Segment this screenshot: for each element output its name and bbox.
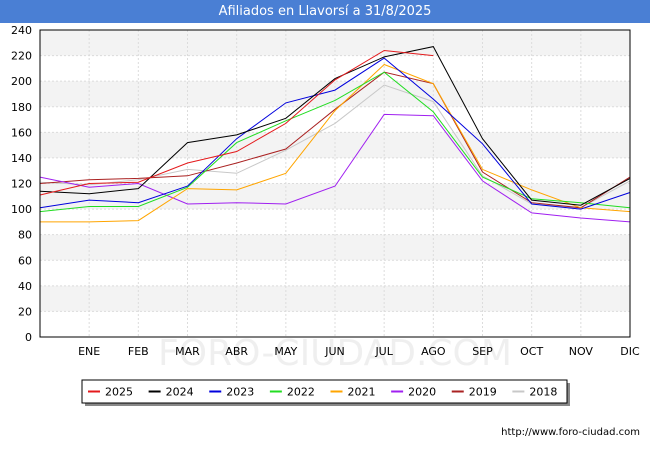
x-tick-label: SEP (472, 345, 493, 358)
x-tick-label: JUL (374, 345, 393, 358)
x-tick-label: DIC (620, 345, 640, 358)
x-tick-label: OCT (520, 345, 543, 358)
legend-label-2022: 2022 (287, 386, 315, 399)
y-tick-label: 100 (11, 203, 32, 216)
x-tick-label: MAY (274, 345, 297, 358)
legend-label-2023: 2023 (226, 386, 254, 399)
series-line-2023 (39, 57, 631, 210)
legend-label-2025: 2025 (105, 386, 133, 399)
legend-label-2019: 2019 (469, 386, 497, 399)
y-tick-label: 160 (11, 126, 32, 139)
legend-label-2024: 2024 (166, 386, 194, 399)
chart-title: Afiliados en Llavorsí a 31/8/2025 (0, 0, 650, 23)
series-line-2019 (39, 71, 631, 209)
legend-label-2020: 2020 (408, 386, 436, 399)
x-tick-label: MAR (175, 345, 200, 358)
series-line-2024 (39, 46, 631, 206)
y-tick-label: 40 (18, 280, 32, 293)
x-tick-label: NOV (569, 345, 594, 358)
source-credit: http://www.foro-ciudad.com (501, 427, 640, 438)
legend-label-2021: 2021 (348, 386, 376, 399)
y-tick-label: 60 (18, 254, 32, 267)
x-tick-label: JUN (324, 345, 345, 358)
y-tick-label: 180 (11, 101, 32, 114)
series-line-2021 (40, 63, 631, 223)
y-tick-label: 240 (11, 24, 32, 37)
x-tick-label: ABR (225, 345, 248, 358)
legend-box (81, 379, 568, 404)
x-tick-label: ENE (78, 345, 100, 358)
x-tick-label: AGO (421, 345, 446, 358)
y-tick-label: 20 (18, 305, 32, 318)
x-tick-label: FEB (128, 345, 149, 358)
grid-band (40, 132, 630, 158)
y-tick-label: 80 (18, 229, 32, 242)
y-tick-label: 0 (25, 331, 32, 344)
y-tick-label: 120 (11, 178, 32, 191)
y-tick-label: 220 (11, 50, 32, 63)
y-tick-label: 200 (11, 75, 32, 88)
legend-label-2018: 2018 (529, 386, 557, 399)
y-tick-label: 140 (11, 152, 32, 165)
series-line-2022 (39, 71, 631, 213)
series-line-2020 (39, 113, 631, 223)
watermark: FORO-CIUDAD.COM (158, 333, 512, 374)
plot-frame (39, 29, 631, 338)
series-line-2025 (39, 49, 434, 196)
